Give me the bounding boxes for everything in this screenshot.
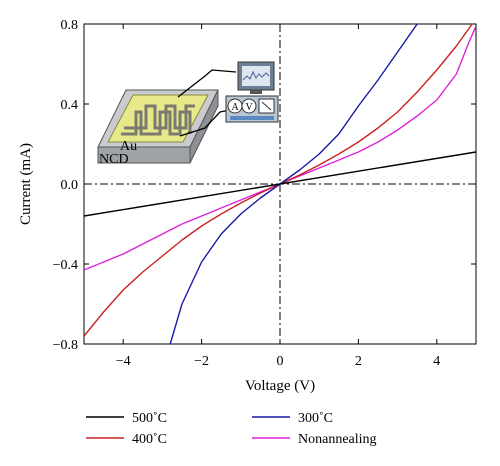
meter-needle [261, 101, 272, 111]
legend-label-300: 300˚C [298, 411, 333, 426]
x-tick-label: 4 [433, 354, 440, 369]
ncd-label: NCD [99, 152, 129, 167]
x-tick-label: 2 [355, 354, 362, 369]
y-axis-label: Current (mA) [18, 143, 34, 225]
y-tick-label: 0.0 [61, 178, 79, 193]
probe-wire-top [177, 69, 237, 98]
series-line-400-c [84, 24, 473, 337]
gold-electrodes [107, 94, 209, 143]
y-tick-label: 0.8 [61, 18, 79, 33]
x-tick-label: 0 [277, 354, 284, 369]
legend-label-nonannealing: Nonannealing [298, 432, 377, 447]
monitor-screen [242, 66, 270, 86]
series-line-500-c [84, 151, 476, 217]
x-axis-label: Voltage (V) [245, 378, 315, 394]
au-label: Au [120, 139, 137, 154]
meter-buttons [230, 116, 274, 120]
y-tick-label: −0.8 [53, 338, 78, 353]
legend-label-500: 500˚C [132, 411, 167, 426]
series-line-300-c [169, 24, 418, 344]
interdigit-fingers [121, 104, 195, 136]
x-tick-label: −4 [116, 354, 131, 369]
ammeter-label: A [232, 102, 240, 113]
legend-label-400: 400˚C [132, 432, 167, 447]
device-inset: Au NCD A V [97, 61, 279, 167]
probe-wire-bottom [179, 109, 231, 137]
y-tick-label: −0.4 [53, 258, 78, 273]
y-tick-label: 0.4 [61, 98, 79, 113]
legend: 500˚C 400˚C 300˚C Nonannealing [86, 411, 377, 447]
voltmeter-label: V [246, 102, 254, 113]
monitor-waveform [242, 70, 270, 81]
monitor-stand [250, 90, 262, 94]
voltmeter-icon [241, 98, 257, 114]
x-tick-label: −2 [194, 354, 209, 369]
substrate-edge [189, 89, 219, 164]
